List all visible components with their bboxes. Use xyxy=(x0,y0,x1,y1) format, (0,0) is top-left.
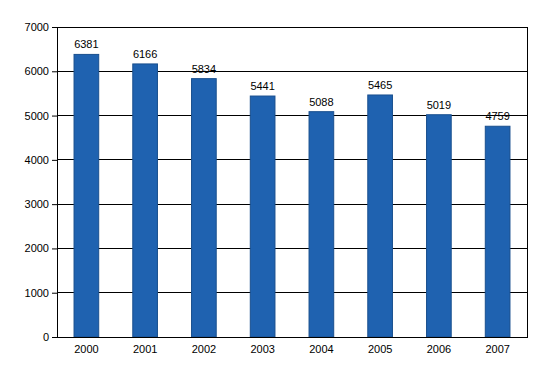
data-label: 6166 xyxy=(133,48,157,60)
bar xyxy=(74,54,99,337)
y-tick-mark xyxy=(52,116,57,117)
y-tick-label: 2000 xyxy=(25,242,49,254)
grid-line xyxy=(57,71,527,72)
grid-line xyxy=(57,248,527,249)
y-tick: 5000 xyxy=(25,110,57,122)
x-tick-label: 2003 xyxy=(250,343,274,355)
data-label: 5834 xyxy=(192,63,216,75)
bar xyxy=(309,112,334,337)
y-tick: 2000 xyxy=(25,242,57,254)
data-label: 5465 xyxy=(368,79,392,91)
y-tick-mark xyxy=(52,337,57,338)
x-tick-label: 2007 xyxy=(485,343,509,355)
bar xyxy=(133,64,158,337)
x-tick-label: 2000 xyxy=(74,343,98,355)
bar xyxy=(250,96,275,337)
x-tick-label: 2001 xyxy=(133,343,157,355)
data-labels: 6381 6166 5834 5441 5088 5465 5019 4759 xyxy=(74,38,510,122)
y-axis: 0 1000 2000 3000 4000 5000 6000 7000 xyxy=(25,21,58,343)
y-tick-label: 7000 xyxy=(25,21,49,33)
y-tick-mark xyxy=(52,293,57,294)
bar xyxy=(485,126,510,337)
grid xyxy=(57,27,527,337)
y-tick-mark xyxy=(52,71,57,72)
x-tick-label: 2006 xyxy=(427,343,451,355)
y-tick: 1000 xyxy=(25,287,57,299)
x-tick-label: 2005 xyxy=(368,343,392,355)
x-tick-label: 2004 xyxy=(309,343,333,355)
y-tick-label: 3000 xyxy=(25,198,49,210)
grid-line xyxy=(57,204,527,205)
x-tick: 2003 xyxy=(250,343,274,355)
x-tick: 2005 xyxy=(368,343,392,355)
y-tick-label: 1000 xyxy=(25,287,49,299)
data-label: 5088 xyxy=(309,96,333,108)
bar xyxy=(192,79,217,337)
x-tick: 2001 xyxy=(133,343,157,355)
data-label: 5441 xyxy=(250,80,274,92)
grid-line xyxy=(57,115,527,116)
y-tick-mark xyxy=(52,248,57,249)
plot-frame xyxy=(57,27,527,337)
y-tick-mark xyxy=(52,27,57,28)
y-tick-label: 4000 xyxy=(25,154,49,166)
x-tick: 2002 xyxy=(192,343,216,355)
bar xyxy=(368,95,393,337)
x-tick-label: 2002 xyxy=(192,343,216,355)
x-axis-line xyxy=(58,337,528,338)
x-tick: 2006 xyxy=(427,343,451,355)
bars xyxy=(74,54,510,337)
plot: 0100020003000400050006000700020002001200… xyxy=(25,21,528,355)
y-tick: 3000 xyxy=(25,198,57,210)
y-tick: 7000 xyxy=(25,21,57,33)
y-tick-mark xyxy=(52,160,57,161)
data-label: 6381 xyxy=(74,38,98,50)
data-label: 4759 xyxy=(485,110,509,122)
grid-line xyxy=(57,292,527,293)
y-tick-mark xyxy=(52,204,57,205)
x-tick: 2000 xyxy=(74,343,98,355)
grid-line xyxy=(57,159,527,160)
y-tick: 0 xyxy=(43,331,57,343)
x-tick: 2007 xyxy=(485,343,509,355)
y-tick: 4000 xyxy=(25,154,57,166)
data-label: 5019 xyxy=(427,99,451,111)
x-axis: 2000 2001 2002 2003 2004 2005 2006 2007 xyxy=(58,338,528,355)
bar xyxy=(427,115,452,337)
y-tick-label: 6000 xyxy=(25,65,49,77)
y-tick: 6000 xyxy=(25,65,57,77)
y-tick-label: 5000 xyxy=(25,110,49,122)
chart: 0100020003000400050006000700020002001200… xyxy=(0,0,543,383)
y-axis-line xyxy=(57,28,58,338)
x-tick: 2004 xyxy=(309,343,333,355)
y-tick-label: 0 xyxy=(43,331,49,343)
